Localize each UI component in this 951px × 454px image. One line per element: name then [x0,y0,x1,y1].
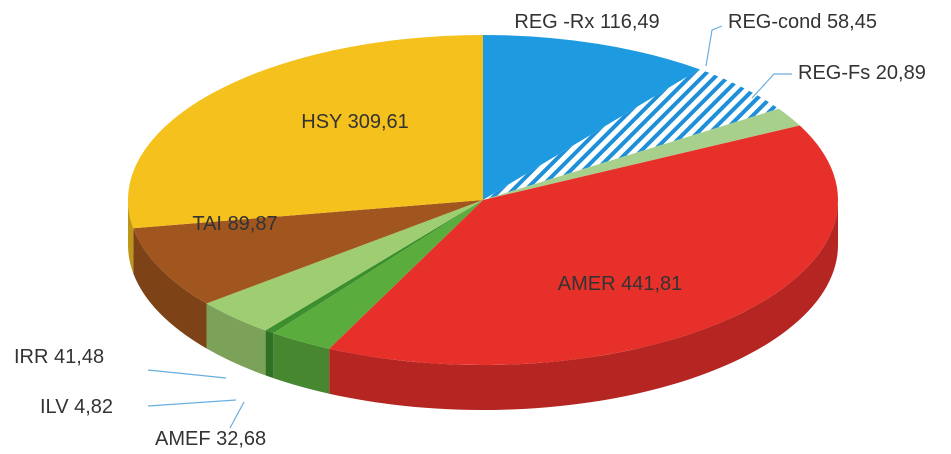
category-name: REG -Rx [514,11,594,33]
pie-slice [128,35,484,229]
category-name: REG-cond [728,11,821,33]
data-label: IRR 41,48 [14,346,104,368]
category-name: ILV [40,396,69,418]
value-label: 441,81 [621,273,682,295]
data-label: REG-Fs 20,89 [798,62,926,84]
pie-slice [483,35,700,200]
pie-slice [483,69,779,201]
leader-line [229,401,245,429]
data-label: ILV 4,82 [40,396,113,418]
pie-side [329,200,838,410]
data-label: AMER 441,81 [558,273,683,295]
pie-side [273,333,330,394]
pie-side [206,303,266,376]
category-name: AMER [558,273,616,295]
data-label: REG-cond 58,45 [728,11,877,33]
pie-slice [206,200,484,331]
category-name: AMEF [155,428,211,450]
data-label: TAI 89,87 [192,213,277,235]
pie-side [265,330,274,379]
pie-side [128,200,134,274]
pie-tops [128,35,839,365]
value-label: 20,89 [876,62,926,84]
category-name: HSY [301,111,342,133]
leader-line [147,369,227,379]
pie-slice [133,200,483,304]
value-label: 58,45 [827,11,877,33]
pie-slice [329,125,839,365]
value-label: 89,87 [228,213,278,235]
leader-line [705,25,723,67]
value-label: 32,68 [216,428,266,450]
pie-sides [128,200,838,410]
pie-slice [265,200,483,334]
leader-line [147,399,237,407]
category-name: TAI [192,213,222,235]
value-label: 116,49 [600,11,660,33]
category-name: IRR [14,346,48,368]
value-label: 309,61 [348,111,409,133]
value-label: 41,48 [54,346,104,368]
value-label: 4,82 [74,396,113,418]
data-label: REG -Rx 116,49 [514,11,659,33]
labels: REG -Rx 116,49 REG-cond 58,45 REG-Fs 20,89… [14,11,926,450]
data-label: AMEF 32,68 [155,428,266,450]
pie-slice [273,200,483,349]
data-label: HSY 309,61 [301,111,409,133]
pie-slice [483,108,800,200]
category-name: REG-Fs [798,62,870,84]
leader-line [751,73,792,99]
pie-side [133,228,207,349]
